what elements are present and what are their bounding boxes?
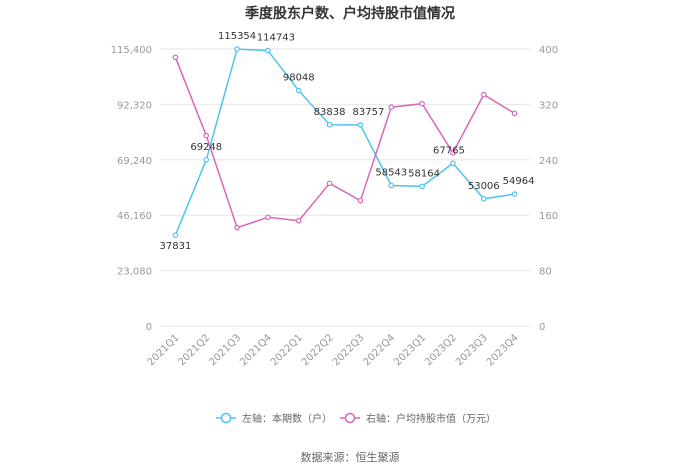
data-label: 115354	[218, 31, 256, 42]
data-point	[357, 122, 364, 128]
data-label: 98048	[283, 73, 315, 84]
data-point	[388, 182, 395, 189]
data-point	[511, 191, 518, 197]
data-point	[326, 121, 333, 128]
left-tick-label: 46,160	[117, 211, 152, 222]
legend-marker	[220, 412, 232, 424]
left-tick-label: 69,240	[117, 156, 152, 167]
data-point	[480, 195, 487, 202]
left-tick-label: 0	[146, 322, 152, 333]
data-point	[265, 47, 271, 54]
chart-title: 季度股东户数、户均持股市值情况	[244, 5, 455, 22]
x-tick-label: 2021Q2	[177, 332, 213, 368]
data-label: 67765	[433, 145, 465, 156]
x-tick-label: 2021Q3	[207, 332, 243, 368]
data-point	[450, 150, 456, 156]
x-tick-label: 2022Q4	[362, 332, 398, 368]
data-point	[234, 224, 240, 231]
x-tick-label: 2022Q3	[331, 332, 367, 368]
data-label: 53006	[468, 181, 500, 192]
left-tick-label: 23,080	[117, 267, 152, 278]
data-point	[388, 104, 395, 110]
series-line-1	[174, 48, 515, 236]
data-point	[203, 132, 210, 139]
x-axis: 2021Q12021Q22021Q32021Q42022Q12022Q22022…	[146, 332, 521, 368]
left-tick-label: 115,400	[111, 45, 152, 56]
data-source: 数据来源：恒生聚源	[301, 450, 400, 464]
data-point	[295, 217, 302, 224]
data-point	[480, 91, 487, 98]
data-point	[172, 232, 179, 238]
x-tick-label: 2022Q2	[300, 332, 336, 368]
data-point	[172, 54, 179, 61]
right-tick-label: 400	[539, 45, 558, 56]
data-point	[450, 160, 456, 167]
data-point	[419, 100, 425, 107]
legend-label: 左轴：本期数（户）	[242, 412, 332, 425]
data-label: 58543	[375, 167, 407, 178]
data-label: 83757	[353, 107, 385, 118]
right-axis: 0 80 160 240 320 400	[539, 45, 558, 333]
x-tick-label: 2021Q4	[238, 332, 274, 368]
right-tick-label: 160	[539, 211, 558, 222]
data-point	[295, 87, 302, 94]
data-point	[265, 214, 271, 221]
right-tick-label: 80	[539, 267, 552, 278]
data-point	[511, 110, 518, 117]
x-tick-label: 2023Q1	[392, 332, 428, 368]
data-label: 83838	[314, 107, 346, 118]
data-point	[326, 180, 333, 187]
x-tick-label: 2023Q3	[454, 332, 490, 368]
data-label: 54964	[503, 176, 535, 187]
legend: 左轴：本期数（户） 右轴：户均持股市值（万元）	[216, 412, 496, 425]
series-line-2	[174, 57, 515, 229]
legend-label: 右轴：户均持股市值（万元）	[366, 412, 496, 425]
data-label: 114743	[257, 33, 295, 44]
x-tick-label: 2023Q2	[423, 332, 459, 368]
right-tick-label: 0	[539, 322, 545, 333]
data-label: 37831	[160, 241, 192, 252]
data-point	[203, 156, 210, 163]
x-tick-label: 2022Q1	[269, 332, 305, 368]
x-tick-label: 2023Q4	[485, 332, 521, 368]
data-label: 69248	[190, 142, 222, 153]
series-layer	[172, 46, 518, 238]
data-point	[234, 46, 240, 52]
x-tick-label: 2021Q1	[146, 332, 182, 368]
left-axis: 0 23,080 46,160 69,240 92,320 115,400	[111, 45, 152, 333]
data-label: 58164	[408, 168, 440, 179]
data-point	[357, 197, 364, 204]
right-tick-label: 240	[539, 156, 558, 167]
legend-marker	[344, 412, 356, 424]
right-tick-label: 320	[539, 100, 558, 111]
left-tick-label: 92,320	[117, 100, 152, 111]
data-point	[419, 183, 425, 190]
data-labels: 37831 69248 115354 114743 98048 83838 83757 585…	[160, 31, 535, 252]
